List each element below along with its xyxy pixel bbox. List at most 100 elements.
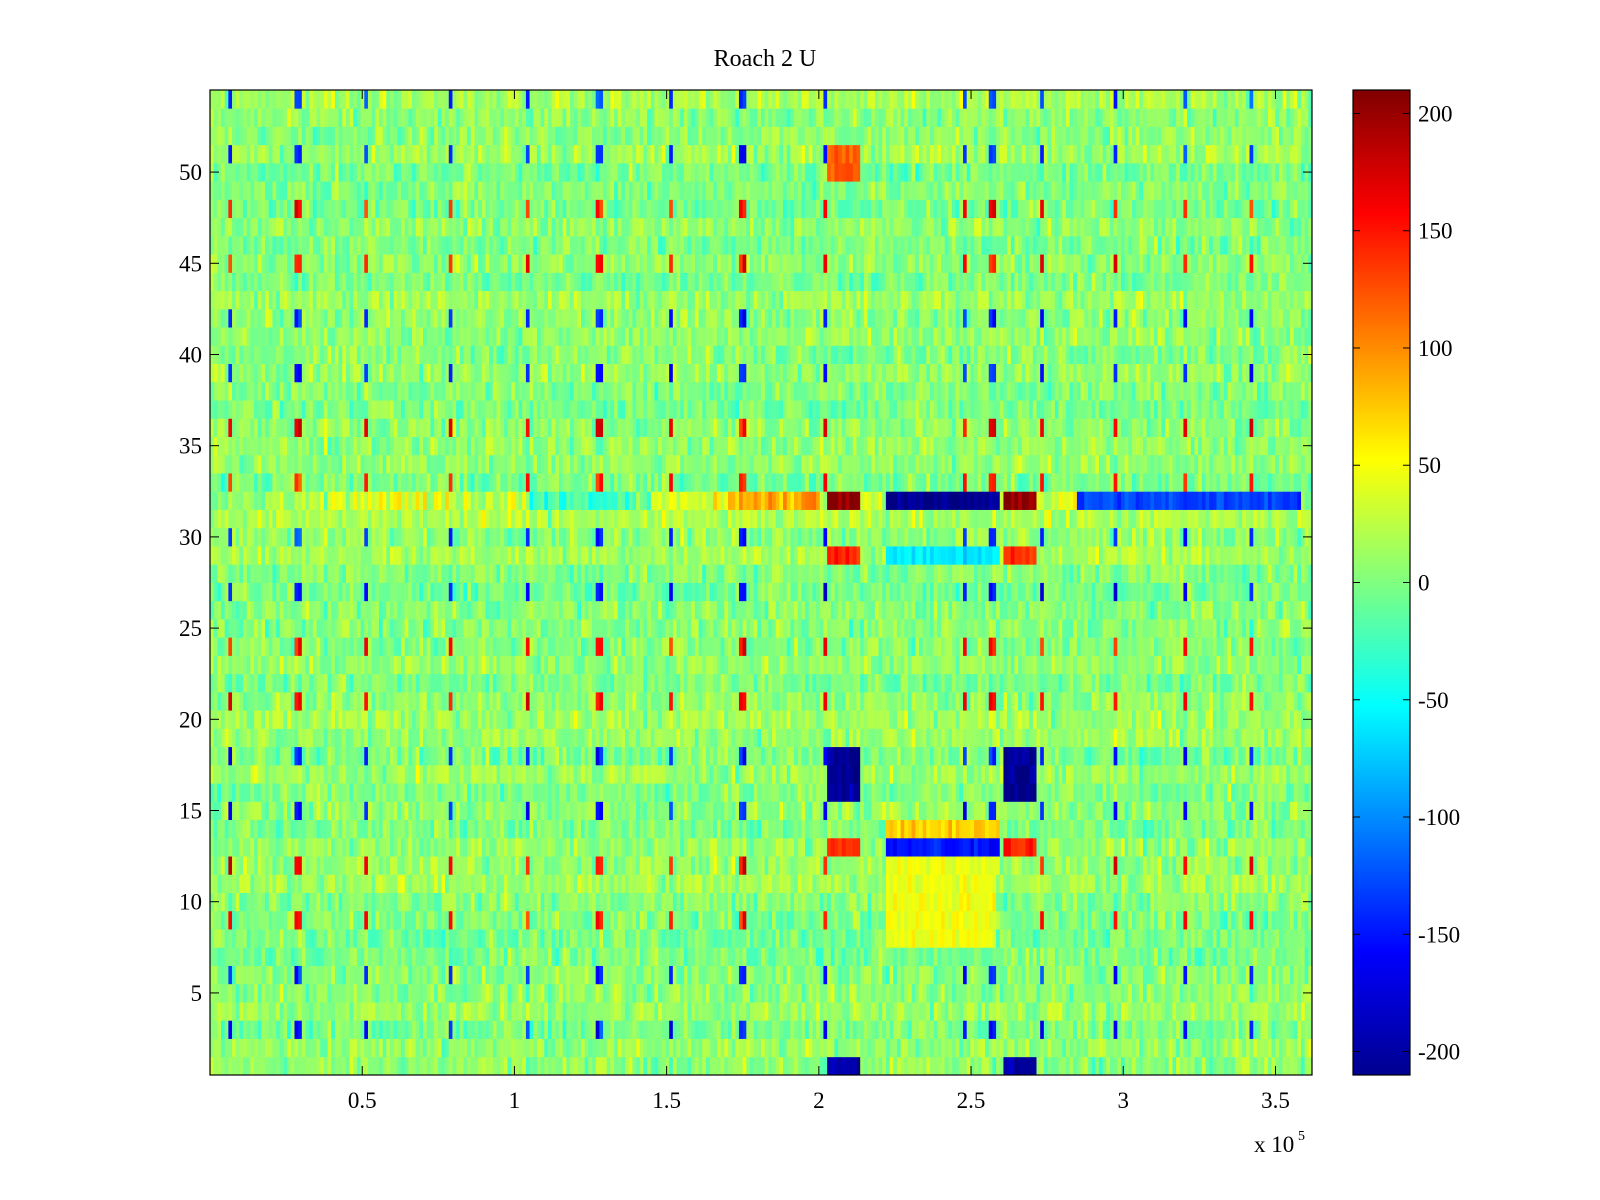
heatmap-cell	[834, 1057, 838, 1076]
heatmap-cell	[1202, 984, 1206, 1003]
heatmap-cell	[574, 874, 578, 893]
heatmap-cell	[552, 1002, 556, 1021]
heatmap-cell	[416, 1002, 420, 1021]
heatmap-cell	[1081, 929, 1085, 948]
heatmap-cell	[1202, 966, 1206, 985]
heatmap-cell	[794, 947, 798, 966]
heatmap-cell	[221, 1020, 225, 1039]
heatmap-cell	[603, 1020, 607, 1039]
heatmap-cell	[504, 947, 508, 966]
heatmap-cell	[298, 856, 302, 875]
heatmap-cell	[743, 1020, 747, 1039]
heatmap-cell	[761, 820, 765, 839]
heatmap-cell	[761, 893, 765, 912]
heatmap-cell	[941, 1057, 945, 1076]
heatmap-cell	[463, 765, 467, 784]
heatmap-cell	[493, 911, 497, 930]
heatmap-cell	[618, 801, 622, 820]
heatmap-cell	[335, 984, 339, 1003]
heatmap-cell	[992, 893, 996, 912]
heatmap-cell	[449, 1039, 453, 1058]
heatmap-cell	[1062, 783, 1066, 802]
heatmap-cell	[1176, 893, 1180, 912]
heatmap-cell	[1110, 820, 1114, 839]
heatmap-cell	[1125, 966, 1129, 985]
heatmap-cell	[247, 1057, 251, 1076]
heatmap-cell	[603, 1057, 607, 1076]
heatmap-cell	[1033, 1002, 1037, 1021]
heatmap-cell	[1025, 911, 1029, 930]
heatmap-cell	[463, 966, 467, 985]
heatmap-cell	[368, 801, 372, 820]
heatmap-cell	[1014, 1002, 1018, 1021]
heatmap-cell	[831, 984, 835, 1003]
heatmap-cell	[541, 966, 545, 985]
heatmap-cell	[721, 783, 725, 802]
heatmap-cell	[313, 765, 317, 784]
heatmap-cell	[265, 838, 269, 857]
heatmap-cell	[838, 1020, 842, 1039]
heatmap-cell	[1000, 1039, 1004, 1058]
heatmap-cell	[1250, 856, 1254, 875]
heatmap-cell	[1290, 1039, 1294, 1058]
heatmap-cell	[801, 874, 805, 893]
heatmap-cell	[225, 874, 229, 893]
heatmap-cell	[313, 820, 317, 839]
heatmap-cell	[265, 1020, 269, 1039]
heatmap-cell	[647, 856, 651, 875]
heatmap-cell	[757, 966, 761, 985]
heatmap-cell	[1165, 1039, 1169, 1058]
heatmap-cell	[1290, 929, 1294, 948]
heatmap-cell	[383, 911, 387, 930]
heatmap-cell	[1055, 966, 1059, 985]
heatmap-cell	[636, 966, 640, 985]
heatmap-cell	[1150, 893, 1154, 912]
heatmap-cell	[239, 1020, 243, 1039]
heatmap-cell	[1264, 893, 1268, 912]
heatmap-cell	[1051, 874, 1055, 893]
heatmap-cell	[412, 765, 416, 784]
heatmap-cell	[688, 820, 692, 839]
heatmap-cell	[386, 820, 390, 839]
heatmap-cell	[258, 1057, 262, 1076]
heatmap-cell	[930, 966, 934, 985]
heatmap-cell	[441, 984, 445, 1003]
heatmap-cell	[669, 856, 673, 875]
heatmap-cell	[1213, 1057, 1217, 1076]
heatmap-cell	[1037, 947, 1041, 966]
heatmap-cell	[324, 874, 328, 893]
heatmap-cell	[816, 874, 820, 893]
heatmap-cell	[570, 984, 574, 1003]
heatmap-cell	[640, 966, 644, 985]
heatmap-cell	[272, 765, 276, 784]
heatmap-cell	[596, 1057, 600, 1076]
heatmap-cell	[695, 820, 699, 839]
heatmap-cell	[985, 801, 989, 820]
heatmap-cell	[1172, 874, 1176, 893]
heatmap-cell	[1202, 856, 1206, 875]
heatmap-cell	[1007, 1039, 1011, 1058]
heatmap-cell	[629, 856, 633, 875]
heatmap-cell	[614, 947, 618, 966]
heatmap-cell	[1228, 893, 1232, 912]
heatmap-cell	[588, 966, 592, 985]
heatmap-cell	[820, 820, 824, 839]
heatmap-cell	[324, 1039, 328, 1058]
heatmap-cell	[463, 856, 467, 875]
heatmap-cell	[1253, 947, 1257, 966]
heatmap-cell	[1250, 966, 1254, 985]
heatmap-cell	[317, 1020, 321, 1039]
heatmap-cell	[1092, 1020, 1096, 1039]
heatmap-cell	[798, 856, 802, 875]
heatmap-cell	[1290, 911, 1294, 930]
heatmap-cell	[519, 820, 523, 839]
heatmap-cell	[486, 1002, 490, 1021]
heatmap-cell	[350, 1002, 354, 1021]
heatmap-cell	[1246, 984, 1250, 1003]
heatmap-cell	[364, 783, 368, 802]
heatmap-cell	[662, 783, 666, 802]
heatmap-cell	[258, 783, 262, 802]
heatmap-cell	[541, 1039, 545, 1058]
heatmap-cell	[621, 893, 625, 912]
heatmap-cell	[412, 783, 416, 802]
